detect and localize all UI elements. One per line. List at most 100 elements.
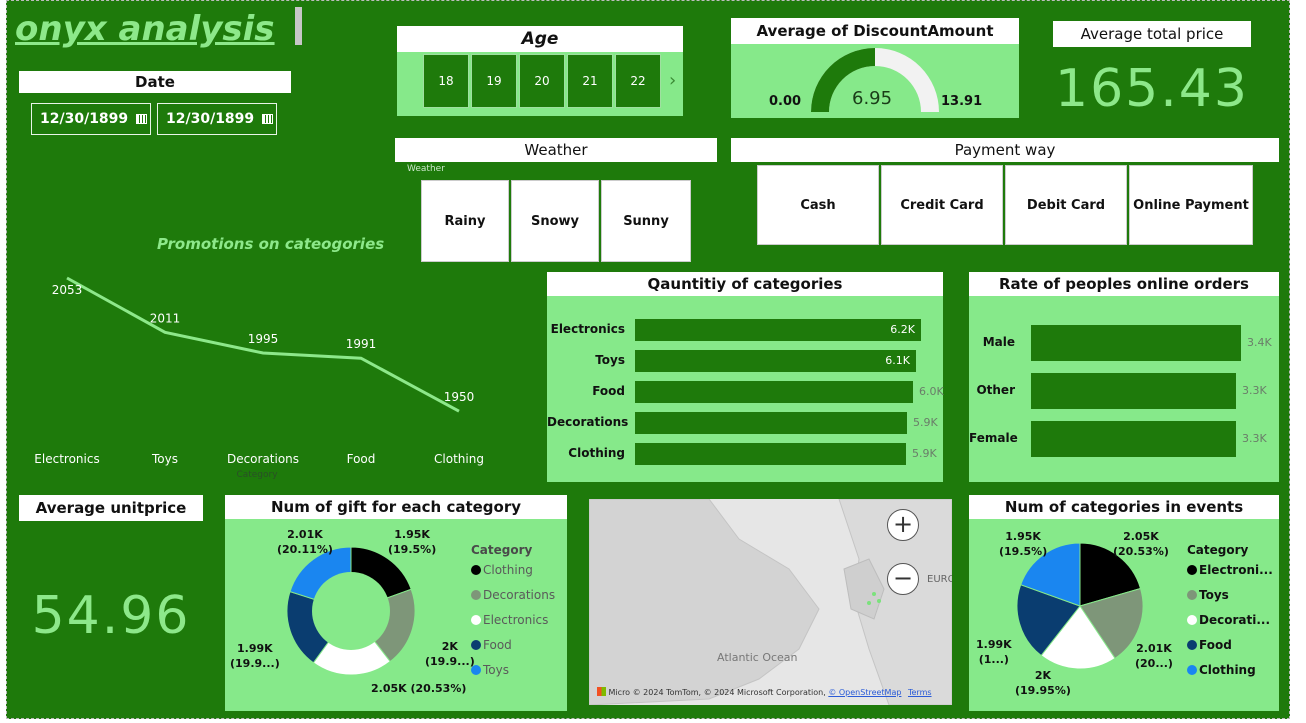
promotions-x-tick: Decorations [227,452,299,466]
average-unitprice-title: Average unitprice [19,495,203,521]
legend-dot-icon [1187,590,1197,600]
bar-decorations[interactable] [635,412,907,434]
bar-category-label: Toys [595,353,625,367]
map-brand: Micro [608,688,631,697]
payment-option-credit-card[interactable]: Credit Card [881,165,1003,245]
legend-label: Clothing [1199,663,1256,677]
events-label-food: 1.99K (1...) [976,638,1012,666]
events-legend: Electroni... Toys Decorati... Food Clothing [1187,563,1273,688]
legend-label: Toys [483,663,509,677]
weather-option-snowy[interactable]: Snowy [511,180,599,262]
weather-option-sunny[interactable]: Sunny [601,180,691,262]
events-chart-title: Num of categories in events [969,495,1279,519]
age-option[interactable]: 20 [519,54,565,108]
payment-option-debit-card[interactable]: Debit Card [1005,165,1127,245]
slice-decorations[interactable] [1040,605,1116,670]
bar-value-label: 6.2K [890,323,915,336]
date-end-input[interactable]: 12/30/1899 [157,103,277,135]
gift-label-toys: 2.01K (20.11%) [277,528,333,556]
gauge-max-label: 13.91 [941,94,983,109]
bar-category-label: Other [976,383,1015,397]
dashboard-canvas: onyx analysis Date 12/30/1899 12/30/1899… [6,0,1290,719]
osm-link[interactable]: © OpenStreetMap [828,688,902,697]
bar-electronics[interactable] [635,319,921,341]
bar-value-label: 3.3K [1242,432,1267,445]
gift-label-food: 1.99K (19.9...) [230,642,280,670]
promotions-line [66,276,460,413]
legend-label: Decorati... [1199,613,1270,627]
promotions-data-label: 1991 [346,337,377,351]
zoom-out-icon[interactable]: − [887,563,919,595]
promotions-x-tick: Food [347,452,376,466]
map-ocean-label: Atlantic Ocean [717,651,798,664]
bar-clothing[interactable] [635,443,906,465]
bar-category-label: Clothing [568,446,625,460]
legend-item-food[interactable]: Food [471,638,555,663]
age-option[interactable]: 22 [615,54,661,108]
bar-value-label: 3.4K [1247,336,1272,349]
legend-dot-icon [471,615,481,625]
events-label-clothing: 1.95K (19.5%) [999,530,1048,558]
payment-option-cash[interactable]: Cash [757,165,879,245]
legend-dot-icon [1187,665,1197,675]
calendar-icon[interactable] [262,114,274,124]
bar-female[interactable] [1031,421,1236,457]
bar-toys[interactable] [635,350,916,372]
promotions-x-tick: Clothing [434,452,484,466]
chevron-right-icon[interactable]: › [669,70,677,91]
payment-option-online-payment[interactable]: Online Payment [1129,165,1253,245]
slice-electronics[interactable] [1079,542,1142,607]
age-slicer: Age 18 19 20 21 22 › [397,26,683,116]
legend-item-electroni[interactable]: Electroni... [1187,563,1273,588]
gifts-legend-title: Category [471,543,533,557]
legend-label: Clothing [483,563,533,577]
donut-hole [312,572,390,650]
gift-label-electronics: 2.05K (20.53%) [371,682,467,695]
slice-clothing[interactable] [1020,542,1081,607]
legend-item-food[interactable]: Food [1187,638,1273,663]
promotions-chart-title: Promotions on cateogories [157,235,385,253]
weather-option-rainy[interactable]: Rainy [421,180,509,262]
age-option[interactable]: 21 [567,54,613,108]
promotions-x-tick: Toys [151,452,178,466]
legend-item-toys[interactable]: Toys [471,663,555,688]
slice-toys[interactable] [1079,587,1144,660]
bar-value-label: 5.9K [913,416,938,429]
title-divider [295,7,302,45]
events-legend-title: Category [1187,543,1249,557]
bar-value-label: 6.1K [885,354,910,367]
map-attribution-text: © 2024 TomTom, © 2024 Microsoft Corporat… [632,688,826,697]
bar-value-label: 6.0K [919,385,944,398]
microsoft-logo-icon [597,687,606,696]
map-region-label: EURO [927,574,952,585]
bar-food[interactable] [635,381,913,403]
terms-link[interactable]: Terms [907,688,932,697]
legend-item-toys[interactable]: Toys [1187,588,1273,613]
legend-item-electronics[interactable]: Electronics [471,613,555,638]
legend-label: Toys [1199,588,1229,602]
slice-food[interactable] [1016,584,1081,657]
bar-male[interactable] [1031,325,1241,361]
gifts-chart-title: Num of gift for each category [225,495,567,519]
promotions-x-axis-title: Category [236,470,278,480]
legend-item-decorations[interactable]: Decorations [471,588,555,613]
bar-other[interactable] [1031,373,1236,409]
legend-item-decorati[interactable]: Decorati... [1187,613,1273,638]
calendar-icon[interactable] [136,114,148,124]
gauge-value: 6.95 [852,88,893,109]
events-label-electronics: 2.05K (20.53%) [1113,530,1169,558]
legend-item-clothing[interactable]: Clothing [471,563,555,588]
legend-dot-icon [1187,615,1197,625]
legend-item-clothing[interactable]: Clothing [1187,663,1273,688]
age-option[interactable]: 18 [423,54,469,108]
legend-label: Food [483,638,512,652]
zoom-in-icon[interactable]: + [887,509,919,541]
legend-label: Food [1199,638,1232,652]
legend-dot-icon [1187,565,1197,575]
bar-value-label: 3.3K [1242,384,1267,397]
age-option[interactable]: 19 [471,54,517,108]
map-visual[interactable]: + − EURO Atlantic Ocean Micro © 2024 Tom… [589,499,952,705]
promotions-line-chart: 2053 2011 1995 1991 1950 Electronics Toys Deco… [34,276,484,480]
discount-gauge [811,48,939,112]
date-start-input[interactable]: 12/30/1899 [31,103,151,135]
